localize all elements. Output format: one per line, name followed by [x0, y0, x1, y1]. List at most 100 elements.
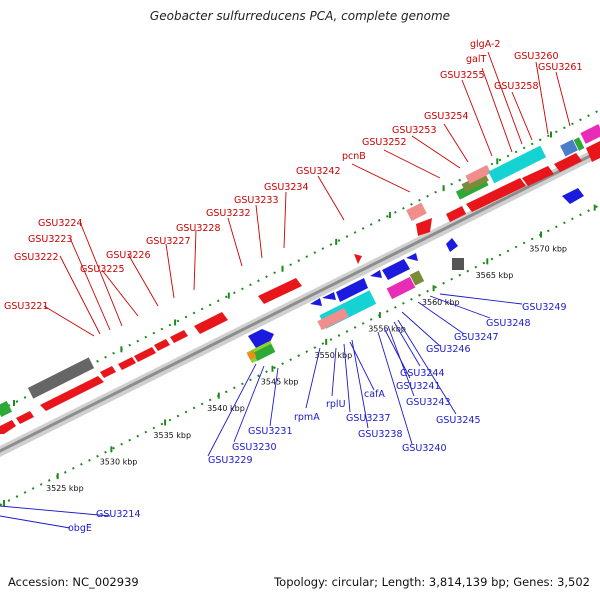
- gene-label: GSU3252: [362, 137, 407, 148]
- gene-arrow: [0, 420, 16, 434]
- reverse-leaders: [0, 293, 523, 529]
- gene-label: GSU3225: [80, 264, 125, 275]
- scale-label: 3545 kbp: [261, 378, 299, 387]
- scale-label: 3565 kbp: [476, 271, 514, 280]
- reverse-gene-labels: GSU3214 obgE GSU3229 GSU3230 GSU3231 rpm…: [68, 302, 567, 534]
- gene-block-pink: [406, 202, 427, 221]
- gene-arrow: [170, 330, 188, 343]
- gene-label: glgA-2: [470, 39, 500, 50]
- gene-block-salmon: [465, 165, 491, 184]
- gene-label: GSU3222: [14, 252, 59, 263]
- gene-arrow: [416, 218, 432, 236]
- gene-label: GSU3232: [206, 208, 251, 219]
- gene-label: GSU3243: [406, 397, 451, 408]
- gene-label: rpmA: [294, 412, 320, 423]
- gene-arrow: [248, 329, 274, 348]
- gene-label: rplU: [326, 399, 346, 410]
- gene-block-green-right: [573, 137, 585, 151]
- gene-label: GSU3226: [106, 250, 151, 261]
- gene-block-green: [253, 343, 276, 361]
- gene-arrow: [446, 206, 466, 222]
- gene-arrow: [382, 259, 410, 280]
- scale-label: 3560 kbp: [422, 298, 460, 307]
- scale-label: 3555 kbp: [368, 324, 406, 333]
- gene-label: GSU3223: [28, 234, 73, 245]
- forward-gene-labels: GSU3221 GSU3222 GSU3223 GSU3224 GSU3225 …: [4, 39, 583, 312]
- scale-label: 3570 kbp: [529, 245, 567, 254]
- map-title: Geobacter sulfurreducens PCA, complete g…: [149, 9, 451, 23]
- scale-label: 3550 kbp: [315, 351, 353, 360]
- gene-label: GSU3254: [424, 111, 469, 122]
- inner-major-ticks: [3, 204, 596, 506]
- gene-arrow: [118, 357, 136, 370]
- gene-label: GSU3234: [264, 182, 309, 193]
- gene-marker: [354, 254, 362, 264]
- outer-tick-line: [0, 109, 600, 411]
- scale-label: 3530 kbp: [100, 457, 138, 466]
- scale-labels: 3525 kbp 3530 kbp 3535 kbp 3540 kbp 3545 kbp…: [46, 245, 567, 493]
- outer-major-ticks: [13, 131, 552, 406]
- gene-label: obgE: [68, 523, 92, 534]
- gene-label: GSU3253: [392, 125, 437, 136]
- gene-label: GSU3255: [440, 70, 485, 81]
- gene-arrow: [258, 278, 302, 304]
- gene-label: GSU3261: [538, 62, 583, 73]
- gene-block-magenta: [386, 276, 416, 300]
- gene-arrow: [40, 376, 104, 411]
- gene-label: GSU3240: [402, 443, 447, 454]
- gene-label: GSU3241: [396, 381, 441, 392]
- genome-backbone-core: [0, 149, 600, 453]
- gene-label: GSU3230: [232, 442, 277, 453]
- gene-label: GSU3227: [146, 236, 191, 247]
- gene-arrow: [100, 366, 116, 378]
- gene-arrow: [194, 312, 228, 334]
- gene-label: GSU3258: [494, 81, 539, 92]
- gene-label: GSU3233: [234, 195, 279, 206]
- scale-label: 3540 kbp: [207, 404, 245, 413]
- gene-block-cyan: [488, 145, 547, 184]
- gene-marker: [446, 238, 458, 252]
- scale-label: 3535 kbp: [153, 431, 191, 440]
- gene-block-gray: [27, 357, 95, 399]
- gene-block-orange: [246, 350, 257, 360]
- gene-label: GSU3214: [96, 509, 141, 520]
- gene-arrow: [466, 178, 526, 212]
- topology-text: Topology: circular; Length: 3,814,139 bp…: [274, 575, 590, 589]
- gene-label: GSU3221: [4, 301, 49, 312]
- gene-label: GSU3245: [436, 415, 481, 426]
- gene-label: GSU3249: [522, 302, 567, 313]
- gene-block-green-left: [0, 400, 13, 418]
- gene-arrow: [322, 292, 336, 300]
- gene-label: GSU3237: [346, 413, 391, 424]
- gene-label: GSU3224: [38, 218, 83, 229]
- gene-block-magenta: [580, 124, 600, 144]
- gene-label: GSU3231: [248, 426, 293, 437]
- accession-text: Accession: NC_002939: [8, 575, 139, 589]
- gene-arrow: [134, 347, 156, 362]
- gene-label: galT: [466, 54, 486, 65]
- gene-label: GSU3229: [208, 455, 253, 466]
- gene-arrow: [370, 270, 382, 278]
- gene-label: GSU3248: [486, 318, 531, 329]
- gene-label: GSU3244: [400, 368, 445, 379]
- gene-block-steel: [560, 139, 578, 157]
- gene-arrow: [310, 298, 322, 306]
- gene-block-olive: [409, 270, 425, 286]
- gene-arrow: [522, 166, 554, 186]
- gene-label: cafA: [364, 389, 385, 400]
- gene-label: GSU3246: [426, 344, 471, 355]
- gene-arrow: [406, 253, 418, 261]
- gene-label: pcnB: [342, 151, 366, 162]
- forward-leaders: [43, 51, 571, 337]
- gene-arrow: [562, 188, 584, 204]
- forward-strand-genes: [0, 124, 600, 434]
- gene-label: GSU3228: [176, 223, 221, 234]
- scale-label: 3525 kbp: [46, 484, 84, 493]
- gene-block-darkgray: [452, 258, 464, 270]
- gene-arrow: [154, 339, 170, 351]
- gene-label: GSU3260: [514, 51, 559, 62]
- gene-label: GSU3247: [454, 332, 499, 343]
- gene-block-salmon: [317, 307, 349, 331]
- gene-label: GSU3238: [358, 429, 403, 440]
- reverse-strand-genes: [246, 188, 584, 364]
